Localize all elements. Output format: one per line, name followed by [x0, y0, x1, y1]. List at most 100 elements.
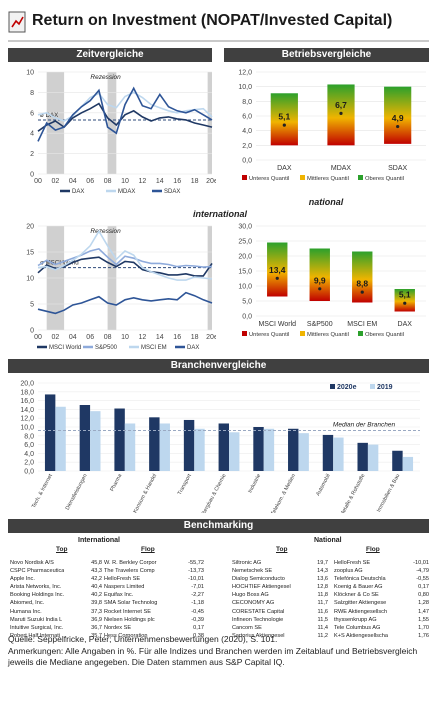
benchmark-international-flop-company: Hess Corporation [104, 632, 148, 639]
benchmark-international-top-row: Humana Inc. 37,3 [10, 608, 102, 616]
y-tick-label: 10 [26, 70, 34, 77]
label-international: international [192, 209, 247, 219]
y-tick-label: 0 [30, 172, 34, 179]
benchmark-national-flop-row: Tele Columbus AG 1,70 [334, 624, 429, 632]
benchmark-national-flop-label: Flop [366, 546, 380, 553]
benchmark-national-top-company: Dialog Semiconducto [232, 576, 285, 583]
benchmark-international-title: International [78, 537, 121, 544]
benchmark-international-flop-label: Flop [141, 546, 155, 553]
benchmark-national-top-value: 13,6 [317, 576, 328, 583]
benchmark-national-top-company: Cancom SE [232, 624, 262, 631]
benchmark-international-flop-row: Nielsen Holdings plc -0,39 [104, 616, 204, 624]
x-tick-label: 14 [156, 334, 164, 341]
benchmark-national-flop-row: zooplus AG -4,79 [334, 567, 429, 575]
benchmark-national-flop-company: zooplus AG [334, 568, 363, 575]
benchmark-national-flop-value: 0,17 [418, 584, 429, 591]
benchmark-national-flop-value: 1,55 [418, 616, 429, 623]
x-tick-label: 18 [191, 334, 199, 341]
benchmark-national-top-row: Siltronic AG 19,7 [232, 559, 328, 567]
quantile-bar [270, 93, 298, 146]
benchmark-national-flop-value: 1,47 [418, 608, 429, 615]
benchmark-international-flop-company: Nielsen Holdings plc [104, 616, 155, 623]
benchmark-national-flop-row: Koenig & Bauer AG 0,17 [334, 583, 429, 591]
category-label: MDAX [331, 165, 352, 172]
benchmark-international-flop-company: Nordex SE [104, 624, 132, 631]
y-tick-label: 0,0 [242, 314, 252, 321]
y-tick-label: 5 [30, 302, 34, 309]
benchmark-national-flop-company: Koenig & Bauer AG [334, 584, 383, 591]
benchmark-national-flop-value: 1,76 [418, 632, 429, 639]
legend-swatch [242, 331, 247, 336]
quantile-bar [352, 251, 373, 303]
benchmark-international-top-row: CSPC Pharmaceutica 43,3 [10, 567, 102, 575]
benchmark-international-top-company: Humana Inc. [10, 608, 42, 615]
y-tick-label: 8,0 [24, 433, 34, 440]
y-tick-label: 14,0 [20, 407, 34, 414]
legend-swatch [370, 384, 375, 389]
legend-label: Mittleres Quantil [307, 332, 349, 338]
quantile-chart-international: 0,0 5,0 10,0 15,0 20,0 25,0 30,0 13,4 MSCI World… [238, 224, 426, 338]
category-label: Immobilien & Bau [376, 473, 401, 513]
section-header-branchenvergleiche: Branchenvergleiche [8, 359, 429, 373]
quantile-chart-national: 0,0 2,0 4,0 6,0 8,0 10,0 12,0 5,1 DAX 6,7 MDAX 4,9 S… [238, 70, 426, 182]
industry-bar [79, 405, 91, 471]
benchmark-national-flop-row: K+S Aktiengesellscha 1,76 [334, 632, 429, 640]
x-tick-label: 00 [34, 178, 42, 185]
benchmark-international-top-label: Top [56, 546, 68, 553]
benchmark-national-title: National [314, 537, 342, 544]
series-line [37, 291, 213, 315]
median-marker [339, 111, 343, 115]
benchmark-international-flop-value: -13,73 [188, 568, 204, 575]
benchmark-national-flop-value: 1,70 [418, 624, 429, 631]
benchmark-international-top-company: CSPC Pharmaceutica [10, 568, 65, 575]
y-tick-label: 2,0 [242, 143, 252, 150]
y-tick-label: 20,0 [20, 381, 34, 388]
benchmark-national-flop-value: -0,55 [416, 576, 429, 583]
page-title: Return on Investment (NOPAT/Invested Cap… [32, 12, 393, 29]
category-label: Pharma [109, 473, 123, 492]
industry-bar [183, 419, 195, 471]
benchmark-national-top-value: 19,7 [317, 560, 328, 566]
industry-bar [367, 444, 379, 471]
category-label: DAX [277, 165, 292, 172]
y-tick-label: 6,0 [242, 114, 252, 121]
legend-label: 2020e [337, 384, 357, 391]
industry-bar [124, 423, 136, 471]
legend-label: 2019 [377, 384, 393, 391]
median-value-label: 6,7 [335, 100, 347, 110]
x-tick-label: 10 [121, 334, 129, 341]
benchmark-national-flop-value: -4,79 [416, 568, 429, 575]
benchmark-national-top-company: Infineon Technologie [232, 616, 284, 623]
legend-swatch [330, 384, 335, 389]
benchmark-national-flop-row: thyssenkrupp AG 1,55 [334, 616, 429, 624]
benchmark-international-flop-company: The Travelers Comp [104, 568, 155, 575]
median-marker [360, 290, 364, 294]
industry-bar [55, 406, 66, 471]
benchmark-international-top-row: Novo Nordisk A/S 45,8 [10, 559, 102, 567]
benchmark-national-flop-value: -10,01 [413, 560, 429, 566]
y-tick-label: 12,0 [20, 416, 34, 423]
x-tick-label: 00 [34, 334, 42, 341]
benchmark-national-top-row: Sartorius Aktiengesel 11,2 [232, 632, 328, 640]
benchmark-national-top-row: HOCHTIEF Aktiengesel 12,8 [232, 583, 328, 591]
quantile-bar [384, 86, 412, 144]
median-value-label: 5,1 [278, 112, 290, 122]
industry-bar [357, 442, 368, 471]
x-tick-label: 20e [206, 334, 216, 341]
industry-bar [114, 408, 125, 471]
x-tick-label: 04 [69, 178, 77, 185]
benchmark-national-flop-company: Klöckner & Co SE [334, 592, 379, 599]
category-label: Konsum & Handel [132, 473, 158, 513]
benchmark-national-top-company: Nemetschek SE [232, 568, 273, 575]
benchmark-international-flop-company: W. R. Berkley Corpor [104, 560, 157, 566]
median-value-label: 4,9 [392, 113, 404, 123]
y-tick-label: 0 [30, 328, 34, 335]
benchmark-national-top-row: Dialog Semiconducto 13,6 [232, 575, 328, 583]
benchmark-national-top-company: CECONOMY AG [232, 600, 275, 607]
category-label: S&P500 [307, 321, 333, 328]
industry-bar [402, 456, 414, 471]
median-value-label: 8,8 [356, 279, 368, 289]
benchmark-national-flop-company: HelloFresh SE [334, 560, 371, 566]
y-tick-label: 8 [30, 90, 34, 97]
